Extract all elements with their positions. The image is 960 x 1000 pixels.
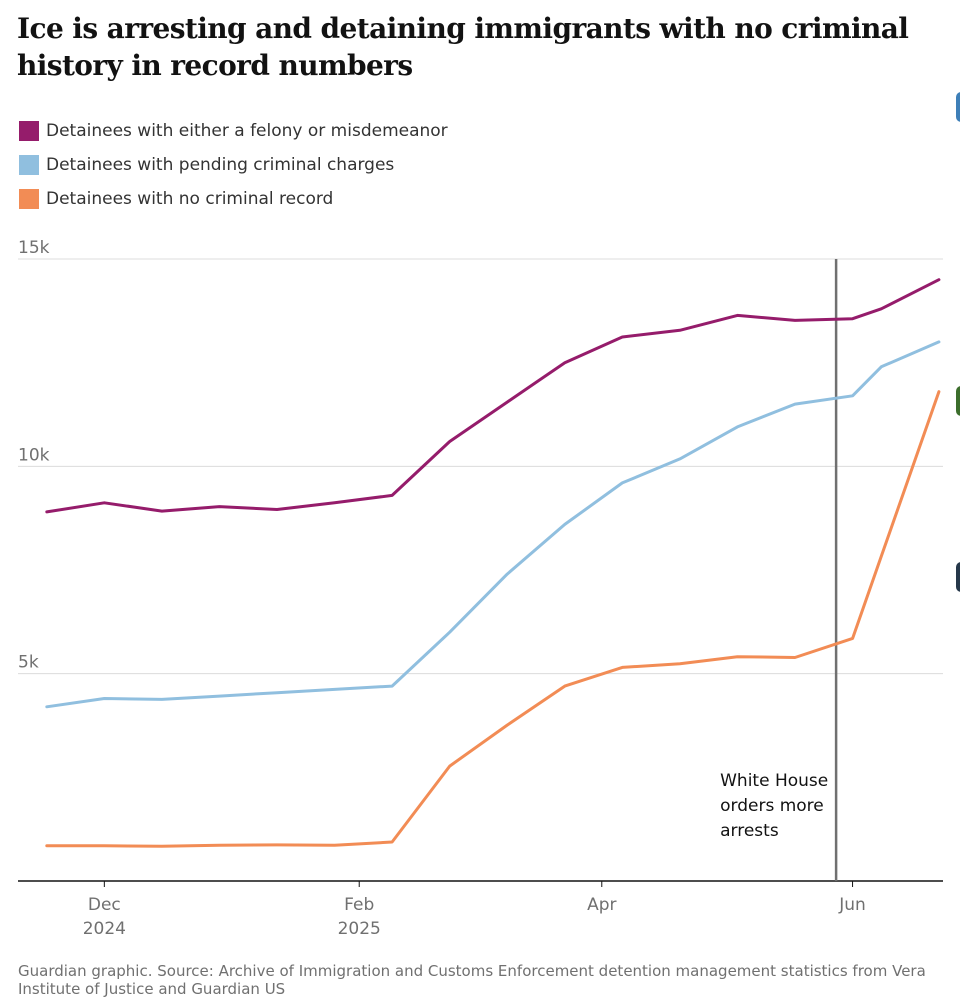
x-tick-label-Apr: Apr [587, 895, 616, 915]
y-tick-label-15k: 15k [18, 238, 50, 258]
legend-swatch-no-record [19, 189, 39, 209]
annotation-text-line-3: arrests [720, 821, 779, 841]
legend-label-no-record: Detainees with no criminal record [46, 189, 334, 209]
x-tick-label-Dec: Dec [88, 895, 121, 915]
legend-item-felony: Detainees with either a felony or misdem… [19, 114, 448, 148]
y-tick-label-10k: 10k [18, 445, 50, 465]
legend-label-pending: Detainees with pending criminal charges [46, 155, 395, 175]
edge-fragment-green [956, 386, 960, 416]
x-tick-sublabel-2025: 2025 [338, 919, 381, 939]
legend-swatch-felony [19, 121, 39, 141]
legend-label-felony: Detainees with either a felony or misdem… [46, 121, 448, 141]
x-tick-label-Feb: Feb [344, 895, 374, 915]
legend-item-no-record: Detainees with no criminal record [19, 182, 448, 216]
edge-fragment-blue [956, 92, 960, 122]
legend: Detainees with either a felony or misdem… [19, 114, 448, 216]
series-line-felony [45, 278, 941, 514]
annotation-text-line-1: White House [720, 771, 828, 791]
chart-title: Ice is arresting and detaining immigrant… [17, 12, 909, 82]
line-chart: 5k 10k 15k Dec 2024 Feb 2025 Apr Jun White House o… [18, 238, 943, 939]
annotation-text-line-2: orders more [720, 796, 824, 816]
x-tick-label-Jun: Jun [838, 895, 866, 915]
edge-fragment-dark [956, 562, 960, 592]
legend-swatch-pending [19, 155, 39, 175]
y-tick-label-5k: 5k [18, 653, 39, 673]
source-footer: Guardian graphic. Source: Archive of Imm… [18, 962, 926, 998]
series-line-no-record [45, 390, 941, 848]
x-tick-sublabel-2024: 2024 [83, 919, 126, 939]
legend-item-pending: Detainees with pending criminal charges [19, 148, 448, 182]
series-line-pending [45, 340, 941, 709]
